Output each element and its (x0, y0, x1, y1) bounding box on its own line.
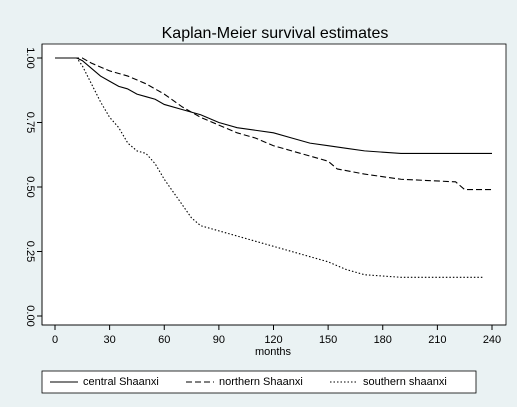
y-tick-label: 0.00 (24, 305, 36, 326)
x-tick-label: 120 (264, 334, 282, 346)
x-tick-label: 150 (319, 334, 337, 346)
survival-line (55, 57, 492, 191)
y-tick-label: 0.50 (24, 176, 36, 197)
legend (41, 370, 477, 394)
legend-label: central Shaanxi (83, 376, 159, 388)
y-tick-label: 0.25 (24, 241, 36, 262)
plot-area (41, 43, 507, 326)
x-tick-label: 60 (158, 334, 170, 346)
chart-title: Kaplan-Meier survival estimates (162, 25, 389, 42)
legend-label: northern Shaanxi (219, 376, 303, 388)
x-tick-label: 30 (104, 334, 116, 346)
x-tick-label: 180 (374, 334, 392, 346)
x-axis-label: months (255, 346, 292, 358)
x-tick-label: 240 (483, 334, 501, 346)
y-tick-label: 1.00 (24, 47, 36, 68)
survival-line (55, 57, 492, 155)
x-tick-label: 210 (428, 334, 446, 346)
x-tick-label: 0 (52, 334, 58, 346)
survival-line (55, 57, 483, 278)
x-tick-label: 90 (213, 334, 225, 346)
y-tick-label: 0.75 (24, 112, 36, 133)
legend-label: southern shaanxi (363, 376, 447, 388)
